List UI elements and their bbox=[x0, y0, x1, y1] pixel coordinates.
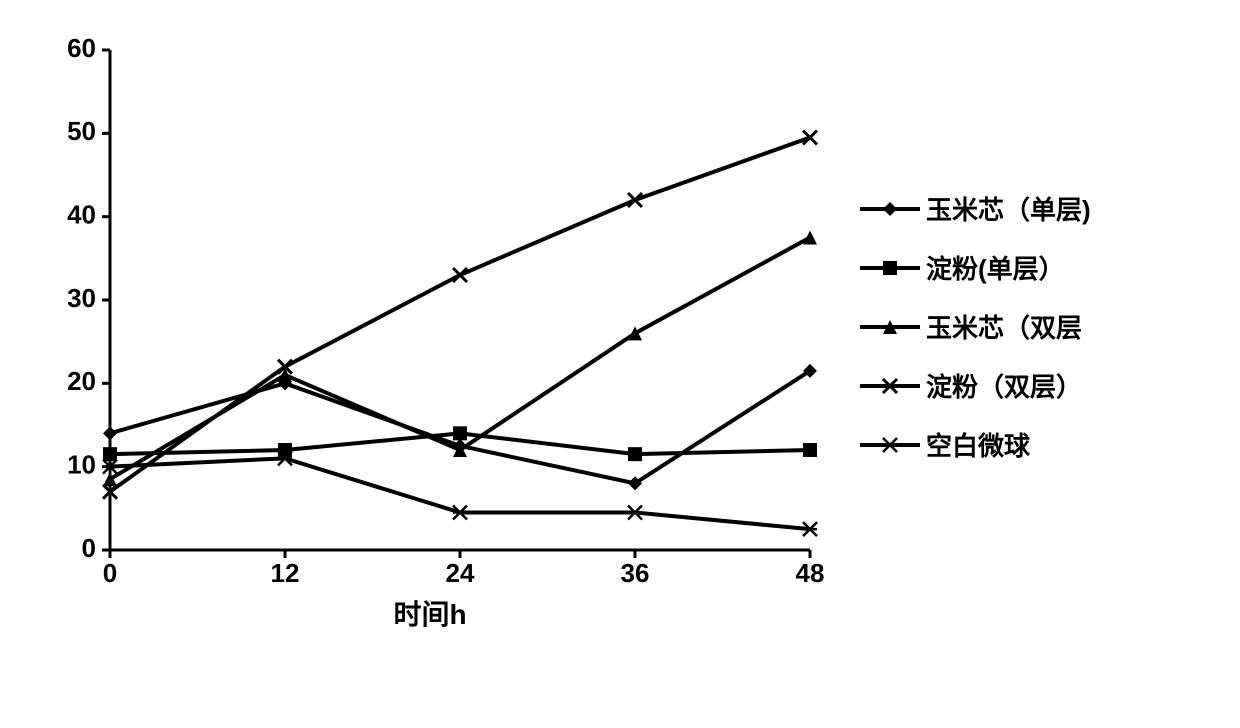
chart-svg: 0102030405060012243648 bbox=[20, 20, 840, 580]
svg-text:10: 10 bbox=[67, 450, 96, 480]
series-blank bbox=[103, 451, 817, 536]
legend-label-starch-single: 淀粉(单层） bbox=[926, 249, 1065, 286]
svg-text:30: 30 bbox=[67, 283, 96, 313]
svg-text:50: 50 bbox=[67, 116, 96, 146]
legend-swatch-corn-double bbox=[860, 317, 920, 337]
chart-legend: 玉米芯（单层) 淀粉(单层） 玉米芯（双层淀粉（双层） 空白微球 bbox=[860, 190, 1091, 463]
svg-text:0: 0 bbox=[103, 558, 117, 588]
legend-item-blank: 空白微球 bbox=[860, 426, 1091, 463]
svg-text:24: 24 bbox=[446, 558, 475, 588]
svg-text:36: 36 bbox=[621, 558, 650, 588]
legend-item-corn-double: 玉米芯（双层 bbox=[860, 308, 1091, 345]
legend-label-blank: 空白微球 bbox=[926, 426, 1030, 463]
x-axis-label: 时间h bbox=[20, 593, 840, 633]
legend-label-corn-double: 玉米芯（双层 bbox=[926, 308, 1082, 345]
legend-item-corn-single: 玉米芯（单层) bbox=[860, 190, 1091, 227]
legend-item-starch-single: 淀粉(单层） bbox=[860, 249, 1091, 286]
svg-text:20: 20 bbox=[67, 366, 96, 396]
legend-swatch-starch-double bbox=[860, 376, 920, 396]
chart-plot-region: COD浓度 mg/L 0102030405060012243648 时间h bbox=[20, 20, 840, 633]
legend-swatch-starch-single bbox=[860, 258, 920, 278]
legend-label-corn-single: 玉米芯（单层) bbox=[926, 190, 1091, 227]
svg-text:0: 0 bbox=[82, 533, 96, 563]
legend-swatch-blank bbox=[860, 435, 920, 455]
svg-text:40: 40 bbox=[67, 200, 96, 230]
svg-text:12: 12 bbox=[271, 558, 300, 588]
svg-text:48: 48 bbox=[796, 558, 825, 588]
legend-label-starch-double: 淀粉（双层） bbox=[926, 367, 1082, 404]
legend-item-starch-double: 淀粉（双层） bbox=[860, 367, 1091, 404]
chart-container: COD浓度 mg/L 0102030405060012243648 时间h 玉米… bbox=[20, 20, 1220, 633]
series-corn-double bbox=[103, 231, 817, 487]
svg-text:60: 60 bbox=[67, 33, 96, 63]
legend-swatch-corn-single bbox=[860, 199, 920, 219]
